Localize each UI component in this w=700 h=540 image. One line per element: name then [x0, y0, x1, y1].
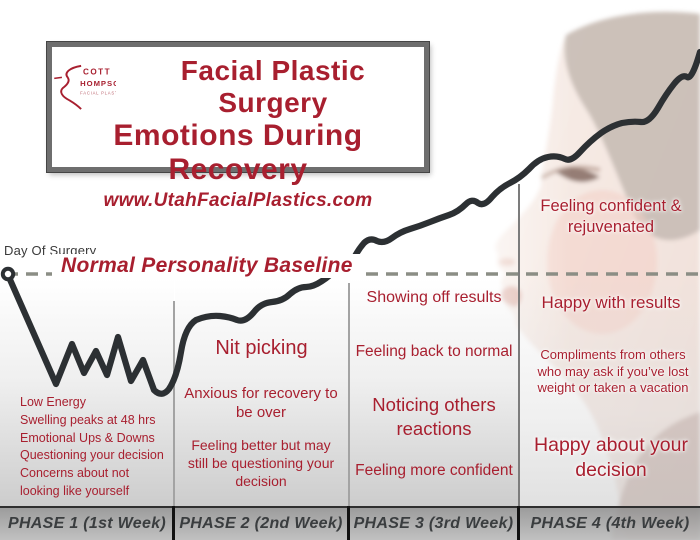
bar-divider — [347, 506, 350, 540]
phase-1-bar: PHASE 1 (1st Week) — [0, 506, 174, 540]
phase-3-bar-label: PHASE 3 (3rd Week) — [353, 515, 514, 532]
phase-1-notes: Low Energy Swelling peaks at 48 hrs Emot… — [20, 394, 178, 501]
phase-3-note: Noticing others reactions — [372, 394, 496, 439]
normal-personality-baseline-label: Normal Personality Baseline — [52, 254, 362, 278]
phase-2-note: Nit picking — [215, 337, 308, 359]
phase-4-note: Happy with results — [541, 293, 681, 312]
phase-3-note: Feeling more confident — [355, 462, 513, 479]
logo-text-line2: HOMPSON — [80, 79, 116, 88]
title-box: COTT HOMPSON FACIAL PLASTICS Facial Plas… — [47, 42, 429, 211]
phase-3-note: Feeling back to normal — [355, 343, 513, 360]
scott-thompson-logo-face-profile-icon: COTT HOMPSON FACIAL PLASTICS — [54, 64, 116, 110]
phase-2-bar: PHASE 2 (2nd Week) — [175, 506, 347, 540]
phase-1-note: Concerns about not looking like yourself — [20, 466, 130, 498]
website-url: www.UtahFacialPlastics.com — [103, 190, 373, 211]
divider-phase1-phase2 — [173, 301, 175, 506]
phase-3-note: Showing off results — [366, 289, 502, 306]
divider-phase3-phase4 — [518, 184, 520, 506]
logo-text-line3: FACIAL PLASTICS — [80, 91, 116, 96]
phase-3-bar: PHASE 3 (3rd Week) — [350, 506, 517, 540]
phase-1-note: Questioning your decision — [20, 448, 164, 463]
phase-4-bar-label: PHASE 4 (4th Week) — [530, 515, 690, 532]
phase-1-note: Emotional Ups & Downs — [20, 430, 155, 445]
title-line-2: Emotions During Recovery — [113, 119, 363, 186]
logo-text-line1: COTT — [83, 68, 111, 77]
phase-1-bar-label: PHASE 1 (1st Week) — [7, 515, 167, 532]
phase-4-note: Compliments from others who may ask if y… — [537, 347, 689, 396]
phase-4-note: Happy about your decision — [534, 434, 688, 481]
phase-2-note: Anxious for recovery to be over — [184, 385, 338, 422]
phase-2-note: Feeling better but may still be question… — [187, 437, 335, 489]
bar-divider — [517, 506, 520, 540]
phase-1-note: Low Energy — [20, 395, 87, 409]
phase-4-note: Feeling confident & rejuvenated — [540, 197, 682, 237]
phase-2-bar-label: PHASE 2 (2nd Week) — [179, 515, 343, 532]
phase-4-bar: PHASE 4 (4th Week) — [520, 506, 700, 540]
title-line-1: Facial Plastic Surgery — [180, 55, 366, 118]
bar-divider — [172, 506, 175, 540]
phase-1-note: Swelling peaks at 48 hrs — [20, 412, 156, 427]
